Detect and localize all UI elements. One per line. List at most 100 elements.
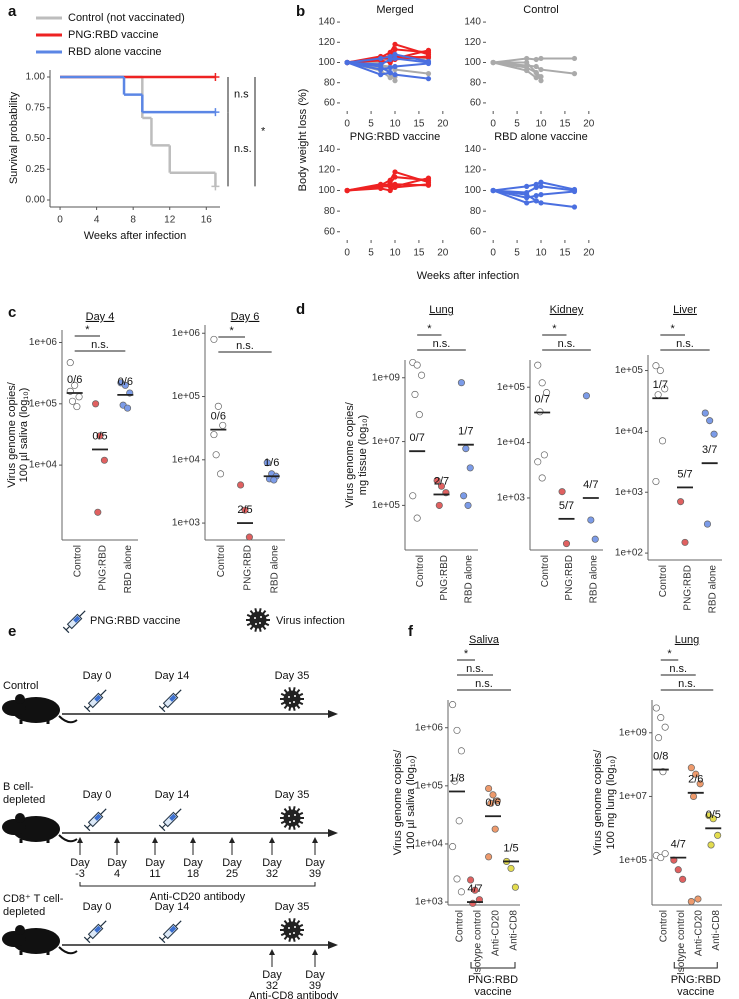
day-label: 18 [187, 868, 199, 880]
data-point [687, 764, 695, 772]
antibody-arrow-head [229, 837, 235, 843]
antibody-label: Anti-CD20 antibody [150, 891, 246, 903]
weight-point [538, 200, 544, 206]
virus-spikes [280, 918, 304, 942]
virus-icon [280, 806, 304, 830]
mouse-icon [2, 925, 78, 955]
significance-label: * [427, 323, 432, 335]
data-point [457, 379, 465, 387]
weight-point [524, 59, 530, 66]
fraction-label: 5/7 [559, 500, 574, 512]
significance-label: * [464, 648, 469, 660]
data-point [538, 379, 546, 387]
data-point [466, 464, 474, 472]
subplot-title: PNG:RBD vaccine [350, 131, 440, 143]
weight-point [538, 183, 544, 189]
x-tick-label: Control [658, 565, 669, 597]
data-point [696, 780, 704, 788]
syringe-icon [83, 808, 107, 832]
panel-letter: e [8, 623, 16, 640]
data-point [661, 850, 669, 858]
x-tick-label: 10 [389, 248, 401, 259]
x-tick-label: 5 [514, 248, 520, 259]
weight-point [392, 46, 398, 52]
weight-point [378, 63, 384, 70]
group-bracket [470, 962, 516, 969]
data-point [462, 445, 470, 453]
y-tick-label: 1e+03 [615, 487, 644, 498]
y-tick-label: 1e+04 [415, 839, 444, 850]
data-point [418, 371, 426, 379]
day-label: Day 35 [275, 901, 310, 913]
data-point [507, 864, 515, 872]
virus-dot [254, 617, 256, 619]
y-tick-label: 0.50 [26, 133, 46, 144]
data-point [657, 714, 665, 722]
weight-point [533, 198, 539, 204]
data-point [714, 831, 722, 839]
y-tick-label: 60 [470, 98, 482, 109]
y-tick-label: 100 [464, 185, 481, 196]
subplot-title: Day 6 [231, 311, 260, 323]
y-tick-label: 1e+05 [497, 382, 526, 393]
subplot-title: Lung [429, 304, 453, 316]
antibody-arrow-head [77, 837, 83, 843]
syringe-icon [158, 689, 182, 713]
data-point [658, 437, 667, 445]
mouse-icon [2, 813, 78, 843]
x-tick-label: 15 [559, 119, 571, 130]
weight-point [538, 179, 544, 185]
day-label: Day [145, 857, 165, 869]
weight-point [378, 72, 384, 78]
virus-dot [260, 616, 262, 618]
day-label: Day [305, 857, 325, 869]
y-tick-label: 140 [318, 144, 335, 155]
data-point [471, 886, 479, 894]
virus-dot [293, 701, 295, 703]
data-point [707, 841, 715, 849]
subplot-title: Lung [675, 634, 699, 646]
x-tick-label: 15 [413, 119, 425, 130]
antibody-arrow-head [269, 949, 275, 955]
group-label: PNG:RBD [468, 974, 518, 986]
x-axis-label: Weeks after infection [417, 270, 520, 282]
group-label: PNG:RBD [671, 974, 721, 986]
data-point [538, 474, 546, 482]
day-label: 4 [114, 868, 120, 880]
antibody-arrow-head [312, 837, 318, 843]
x-tick-label: 0 [490, 248, 496, 259]
x-tick-label: 0 [344, 248, 350, 259]
weight-point [490, 59, 496, 66]
y-axis-label: 100 µl saliva (log₁₀) [18, 388, 30, 483]
day-label: Day 14 [155, 901, 190, 913]
mouse-icon [2, 694, 78, 724]
x-tick-label: RBD alone [588, 555, 599, 604]
x-tick-label: Anti-CD8 [711, 910, 722, 951]
y-tick-label: 0.25 [26, 164, 46, 175]
day-label: 25 [226, 868, 238, 880]
day-label: Day 14 [155, 670, 190, 682]
row-label: CD8⁺ T cell- [3, 893, 64, 905]
syringe-parts [83, 808, 107, 832]
virus-spikes [280, 806, 304, 830]
y-tick-label: 1e+04 [29, 460, 58, 471]
data-point [558, 488, 566, 496]
row-label: Control [3, 680, 38, 692]
weight-point [392, 184, 398, 190]
fraction-label: 1/7 [458, 426, 473, 438]
panel-letter: c [8, 304, 16, 321]
data-point [437, 482, 446, 490]
weight-point [533, 56, 539, 63]
day-label: 32 [266, 868, 278, 880]
x-tick-label: RBD alone [463, 555, 474, 604]
weight-point [392, 55, 398, 62]
timeline-head [328, 710, 338, 718]
significance-label: n.s. [558, 338, 576, 350]
virus-dot [293, 820, 295, 822]
virus-dot [289, 933, 291, 935]
weight-point [524, 192, 530, 198]
data-point [66, 359, 74, 367]
y-axis-label: Virus genome copies/ [6, 381, 18, 488]
y-tick-label: 120 [318, 37, 335, 48]
y-tick-label: 120 [464, 164, 481, 175]
